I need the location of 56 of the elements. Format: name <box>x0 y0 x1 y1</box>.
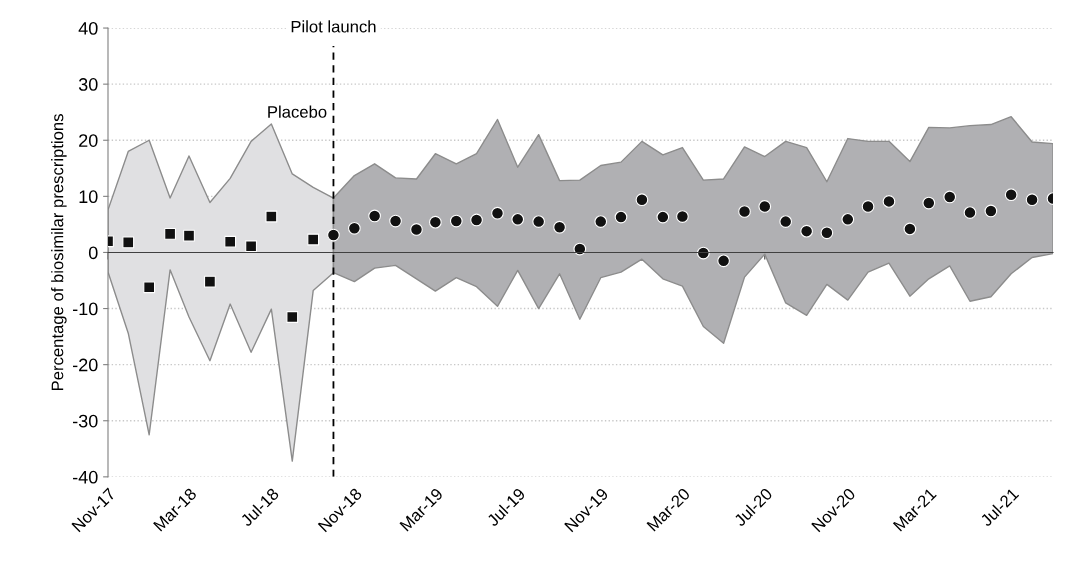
point <box>656 210 670 224</box>
point <box>676 210 689 223</box>
point <box>389 214 402 228</box>
y-tick-label: -40 <box>72 470 98 484</box>
point <box>963 206 977 219</box>
point <box>265 210 278 223</box>
y-tick-label: -10 <box>72 302 98 316</box>
point <box>286 311 299 323</box>
ref-line-label: Pilot launch <box>291 20 376 33</box>
point <box>841 212 855 226</box>
annotation: Placebo <box>268 105 327 118</box>
point <box>164 228 177 240</box>
point <box>717 254 730 268</box>
point <box>1004 188 1018 202</box>
point <box>1025 193 1039 207</box>
point <box>410 223 423 236</box>
y-tick-label: 0 <box>88 246 98 260</box>
point <box>758 200 772 213</box>
point <box>532 215 546 228</box>
point <box>943 190 957 204</box>
point <box>635 193 649 207</box>
point <box>307 233 320 246</box>
point <box>429 215 442 229</box>
point <box>820 226 834 240</box>
point <box>224 235 237 248</box>
point <box>143 281 156 294</box>
point <box>738 205 751 218</box>
y-tick-label: 20 <box>79 134 98 147</box>
point <box>779 215 793 228</box>
point <box>882 195 896 208</box>
point <box>903 222 917 236</box>
point <box>327 228 340 242</box>
point <box>594 215 608 228</box>
point <box>696 246 710 260</box>
point <box>984 204 998 218</box>
point <box>800 224 813 238</box>
point <box>553 220 566 234</box>
point <box>614 210 628 224</box>
y-axis-title: Percentage of biosimilar prescriptions <box>51 114 67 391</box>
point <box>183 229 195 242</box>
point <box>470 213 483 227</box>
y-tick-label: 10 <box>79 190 98 204</box>
point <box>861 200 875 213</box>
y-tick-label: 30 <box>78 78 98 91</box>
point <box>203 275 216 288</box>
point <box>348 221 361 235</box>
point <box>122 236 135 249</box>
y-tick-label: 40 <box>78 21 98 35</box>
point <box>922 196 936 210</box>
point <box>511 212 525 226</box>
point <box>368 209 381 223</box>
point <box>245 240 258 253</box>
y-tick-label: -30 <box>72 414 98 428</box>
y-tick-label: -20 <box>72 358 98 372</box>
point <box>449 214 463 228</box>
point <box>491 206 504 220</box>
